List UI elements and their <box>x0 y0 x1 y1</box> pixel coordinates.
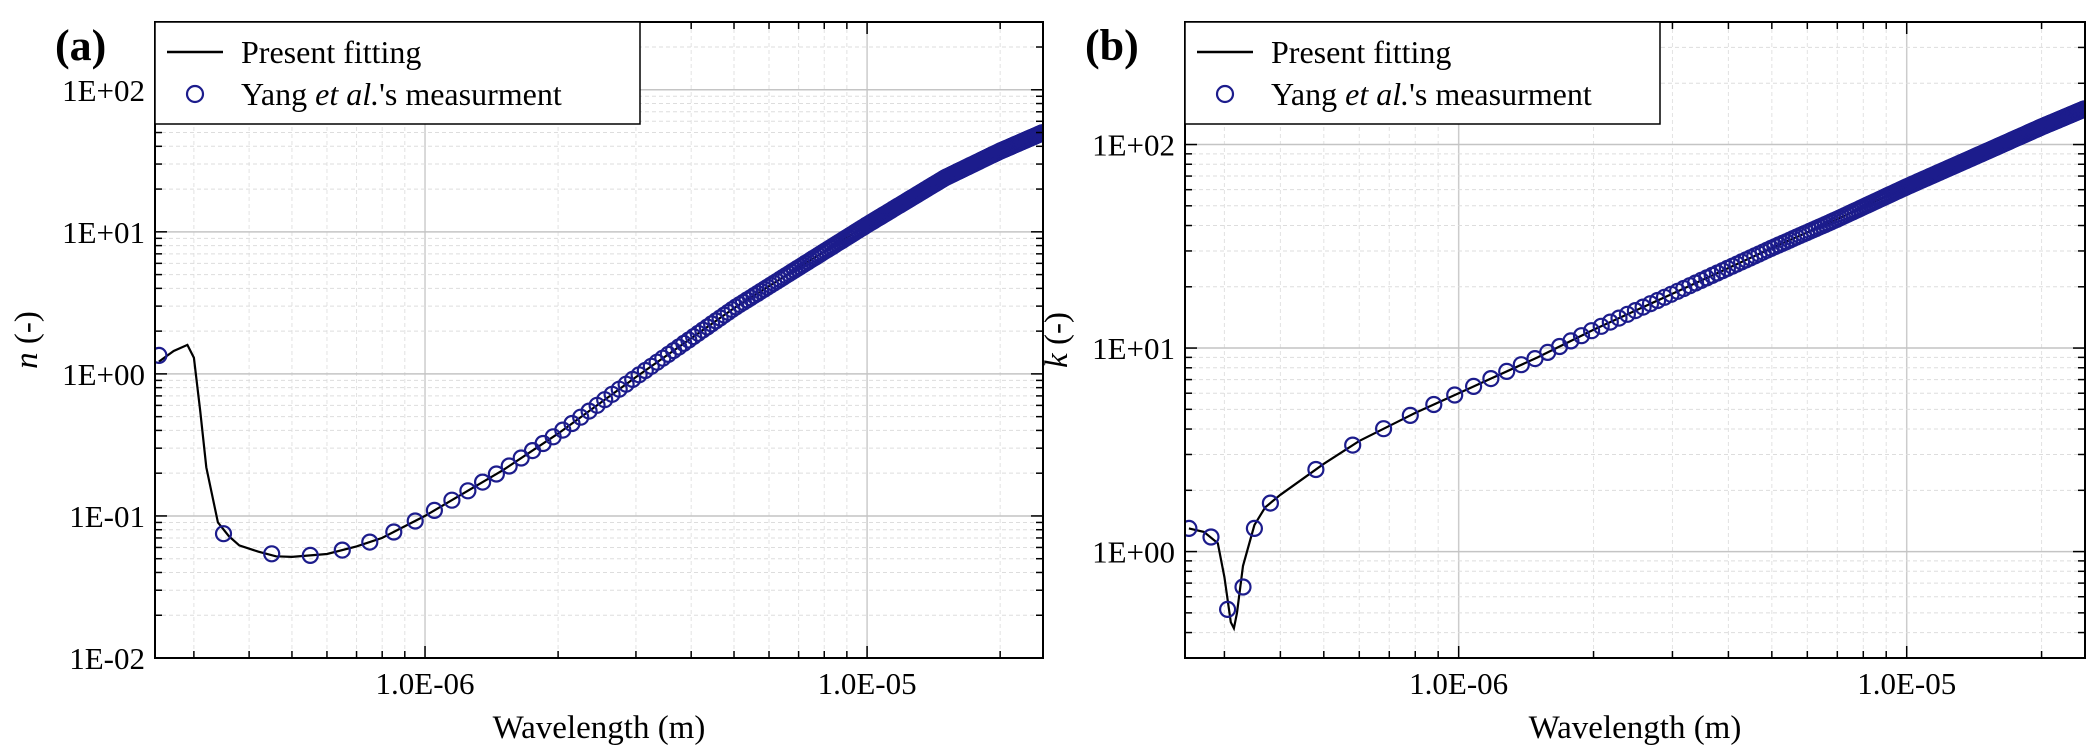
data-point <box>1610 309 1628 327</box>
legend-label-measurement: Yang et al.'s measurment <box>241 76 562 112</box>
data-point <box>1245 519 1264 538</box>
data-point <box>1374 420 1393 438</box>
data-point <box>1344 436 1362 454</box>
data-point <box>1582 322 1601 340</box>
data-point <box>333 541 351 559</box>
data-point <box>694 321 712 339</box>
data-point <box>698 318 716 336</box>
data-point <box>1626 302 1645 320</box>
legend-marker-swatch <box>185 84 205 104</box>
data-point <box>459 482 477 500</box>
data-point <box>1261 494 1280 512</box>
data-point <box>1572 327 1591 345</box>
x-axis-title: Wavelength (m) <box>1529 710 1742 746</box>
data-point <box>1601 313 1619 331</box>
data-point <box>1234 578 1252 596</box>
data-point <box>385 523 403 541</box>
data-point <box>1401 406 1419 424</box>
data-point <box>1307 460 1325 479</box>
y-tick-label: 1E+02 <box>1092 128 1175 163</box>
y-axis-title: n (-) <box>9 311 45 369</box>
chart-panel-a: 1.0E-06 1.0E-05 1E-02 1E-01 1E+00 1E+01 1E+02 W… <box>9 21 1044 746</box>
data-point <box>155 346 168 364</box>
panel-label: (a) <box>55 21 106 70</box>
data-point <box>500 457 518 475</box>
y-axis-title: k (-) <box>1039 312 1075 368</box>
data-point <box>425 501 443 519</box>
data-point <box>1498 362 1516 380</box>
data-point <box>1446 386 1464 404</box>
y-tick-label: 1E-02 <box>69 641 145 676</box>
y-tick-label: 1E+02 <box>62 73 145 108</box>
legend: Present fitting Yang et al.'s measurment <box>1184 21 1661 125</box>
y-tick-label: 1E+00 <box>62 357 145 392</box>
legend-label-part: et al. <box>315 76 379 112</box>
y-axis-unit: (-) <box>9 311 45 352</box>
plot-area <box>155 124 1043 565</box>
data-point <box>361 533 379 551</box>
chart-panel-b: 1.0E-06 1.0E-05 1E+00 1E+01 1E+02 Wavelength … <box>1039 21 2086 746</box>
legend-marker-swatch <box>1215 84 1235 104</box>
data-point <box>406 512 424 530</box>
data-point <box>1185 519 1198 537</box>
legend-box <box>154 21 641 125</box>
legend-label-part: 's measurment <box>1409 76 1592 112</box>
y-tick-label: 1E+01 <box>62 215 145 250</box>
data-point <box>1512 356 1530 374</box>
data-point <box>1202 528 1220 546</box>
y-axis-symbol: k <box>1039 352 1075 368</box>
data-point <box>702 315 721 333</box>
data-point <box>1425 395 1443 414</box>
panel-label: (b) <box>1085 21 1139 70</box>
data-point <box>301 546 319 565</box>
legend-box <box>1184 21 1661 125</box>
plot-area <box>1185 100 2085 632</box>
data-point <box>1482 370 1500 388</box>
x-tick-label: 1.0E-05 <box>818 666 917 701</box>
x-axis-title: Wavelength (m) <box>493 710 706 746</box>
y-tick-label: 1E+01 <box>1092 331 1175 366</box>
data-point <box>443 491 461 509</box>
data-point <box>214 525 233 543</box>
legend: Present fitting Yang et al.'s measurment <box>154 21 641 125</box>
legend-label-part: Yang <box>1271 76 1345 112</box>
data-point <box>1464 377 1483 395</box>
data-point <box>487 465 505 483</box>
legend-label-measurement: Yang et al.'s measurment <box>1271 76 1592 112</box>
x-tick-label: 1.0E-06 <box>376 666 475 701</box>
legend-label-part: et al. <box>1345 76 1409 112</box>
y-axis-unit: (-) <box>1039 312 1075 353</box>
x-tick-label: 1.0E-06 <box>1409 666 1508 701</box>
y-tick-label: 1E-01 <box>69 499 145 534</box>
data-point <box>474 473 492 491</box>
y-tick-label: 1E+00 <box>1092 535 1175 570</box>
legend-label-fitting: Present fitting <box>241 34 421 70</box>
legend-label-part: 's measurment <box>379 76 562 112</box>
y-axis-symbol: n <box>9 352 45 369</box>
data-point <box>1618 305 1637 323</box>
data-point <box>1218 600 1237 619</box>
legend-label-part: Yang <box>241 76 315 112</box>
data-point <box>1592 317 1610 335</box>
data-point <box>263 545 281 563</box>
x-tick-label: 1.0E-05 <box>1857 666 1956 701</box>
data-point <box>1562 332 1580 350</box>
legend-label-fitting: Present fitting <box>1271 34 1451 70</box>
